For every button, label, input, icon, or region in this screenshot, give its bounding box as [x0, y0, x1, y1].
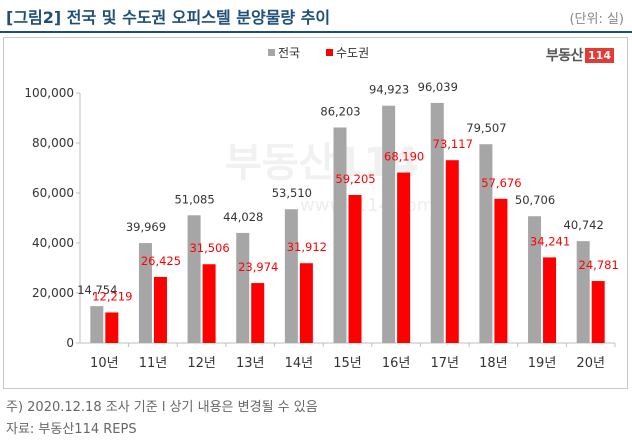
logo-text: 부동산: [545, 48, 584, 64]
y-tick-label: 60,000: [32, 186, 74, 200]
data-label-capital: 26,425: [141, 254, 181, 268]
bar-national: [576, 241, 590, 343]
data-label-national: 53,510: [272, 186, 312, 200]
bar-national: [138, 243, 152, 343]
bar-national: [528, 216, 542, 343]
bar-capital: [202, 264, 216, 343]
y-tick-label: 100,000: [24, 86, 74, 100]
legend-label: 전국: [278, 46, 300, 60]
unit-label: (단위: 실): [569, 12, 624, 27]
bar-national: [187, 215, 201, 343]
x-tick-label: 17년: [431, 356, 460, 371]
data-label-capital: 12,219: [92, 289, 132, 303]
y-tick-label: 0: [66, 336, 74, 350]
x-tick-label: 14년: [285, 356, 314, 371]
bar-national: [382, 105, 396, 343]
data-label-national: 86,203: [320, 104, 360, 118]
data-label-capital: 23,974: [238, 260, 278, 274]
bar-national: [479, 144, 493, 343]
y-tick-label: 20,000: [32, 286, 74, 300]
x-tick-label: 11년: [139, 356, 168, 371]
bar-capital: [397, 172, 411, 343]
data-label-capital: 31,912: [287, 240, 327, 254]
data-label-capital: 59,205: [335, 172, 375, 186]
x-tick-label: 10년: [90, 356, 119, 371]
bar-capital: [445, 160, 459, 343]
bar-capital: [251, 283, 265, 343]
data-label-capital: 57,676: [481, 176, 521, 190]
bar-capital: [494, 198, 508, 343]
bar-capital: [591, 281, 605, 343]
data-label-national: 50,706: [515, 193, 555, 207]
logo-number: 114: [585, 47, 614, 63]
bar-capital: [105, 312, 119, 343]
chart-title: [그림2] 전국 및 수도권 오피스텔 분양물량 추이: [6, 8, 331, 27]
data-label-national: 51,085: [174, 192, 214, 206]
data-label-national: 79,507: [466, 121, 506, 135]
data-label-national: 14,754: [77, 283, 117, 297]
bar-capital: [299, 263, 313, 343]
data-label-national: 39,969: [126, 220, 166, 234]
data-label-capital: 73,117: [433, 137, 473, 151]
y-tick-label: 40,000: [32, 236, 74, 250]
x-tick-label: 15년: [333, 356, 362, 371]
legend-swatch: [326, 49, 333, 56]
x-tick-label: 20년: [576, 356, 605, 371]
data-label-national: 44,028: [223, 210, 263, 224]
y-tick-label: 80,000: [32, 136, 74, 150]
data-label-national: 94,923: [369, 83, 409, 97]
x-tick-label: 18년: [479, 356, 508, 371]
bar-national: [284, 209, 298, 343]
bar-capital: [348, 194, 362, 343]
bar-national: [333, 127, 347, 344]
data-label-national: 96,039: [418, 80, 458, 94]
bar-national: [90, 306, 104, 343]
x-tick-label: 19년: [528, 356, 557, 371]
legend-swatch: [268, 49, 275, 56]
source-note: 자료: 부동산114 REPS: [6, 422, 137, 437]
x-tick-label: 13년: [236, 356, 265, 371]
chart-frame: [3, 37, 628, 389]
brand-logo: 부동산 114: [546, 45, 614, 65]
footnote: 주) 2020.12.18 조사 기준 l 상기 내용은 변경될 수 있음: [6, 400, 318, 415]
data-label-capital: 34,241: [530, 234, 570, 248]
data-label-capital: 31,506: [189, 241, 229, 255]
data-label-capital: 68,190: [384, 150, 424, 164]
data-label-capital: 24,781: [579, 258, 619, 272]
x-tick-label: 12년: [187, 356, 216, 371]
title-rule: [0, 31, 632, 33]
data-label-national: 40,742: [564, 218, 604, 232]
bar-national: [236, 232, 250, 343]
bar-capital: [153, 276, 167, 343]
bar-capital: [543, 257, 557, 343]
legend-label: 수도권: [336, 46, 369, 60]
bar-national: [430, 102, 444, 343]
x-tick-label: 16년: [382, 356, 411, 371]
